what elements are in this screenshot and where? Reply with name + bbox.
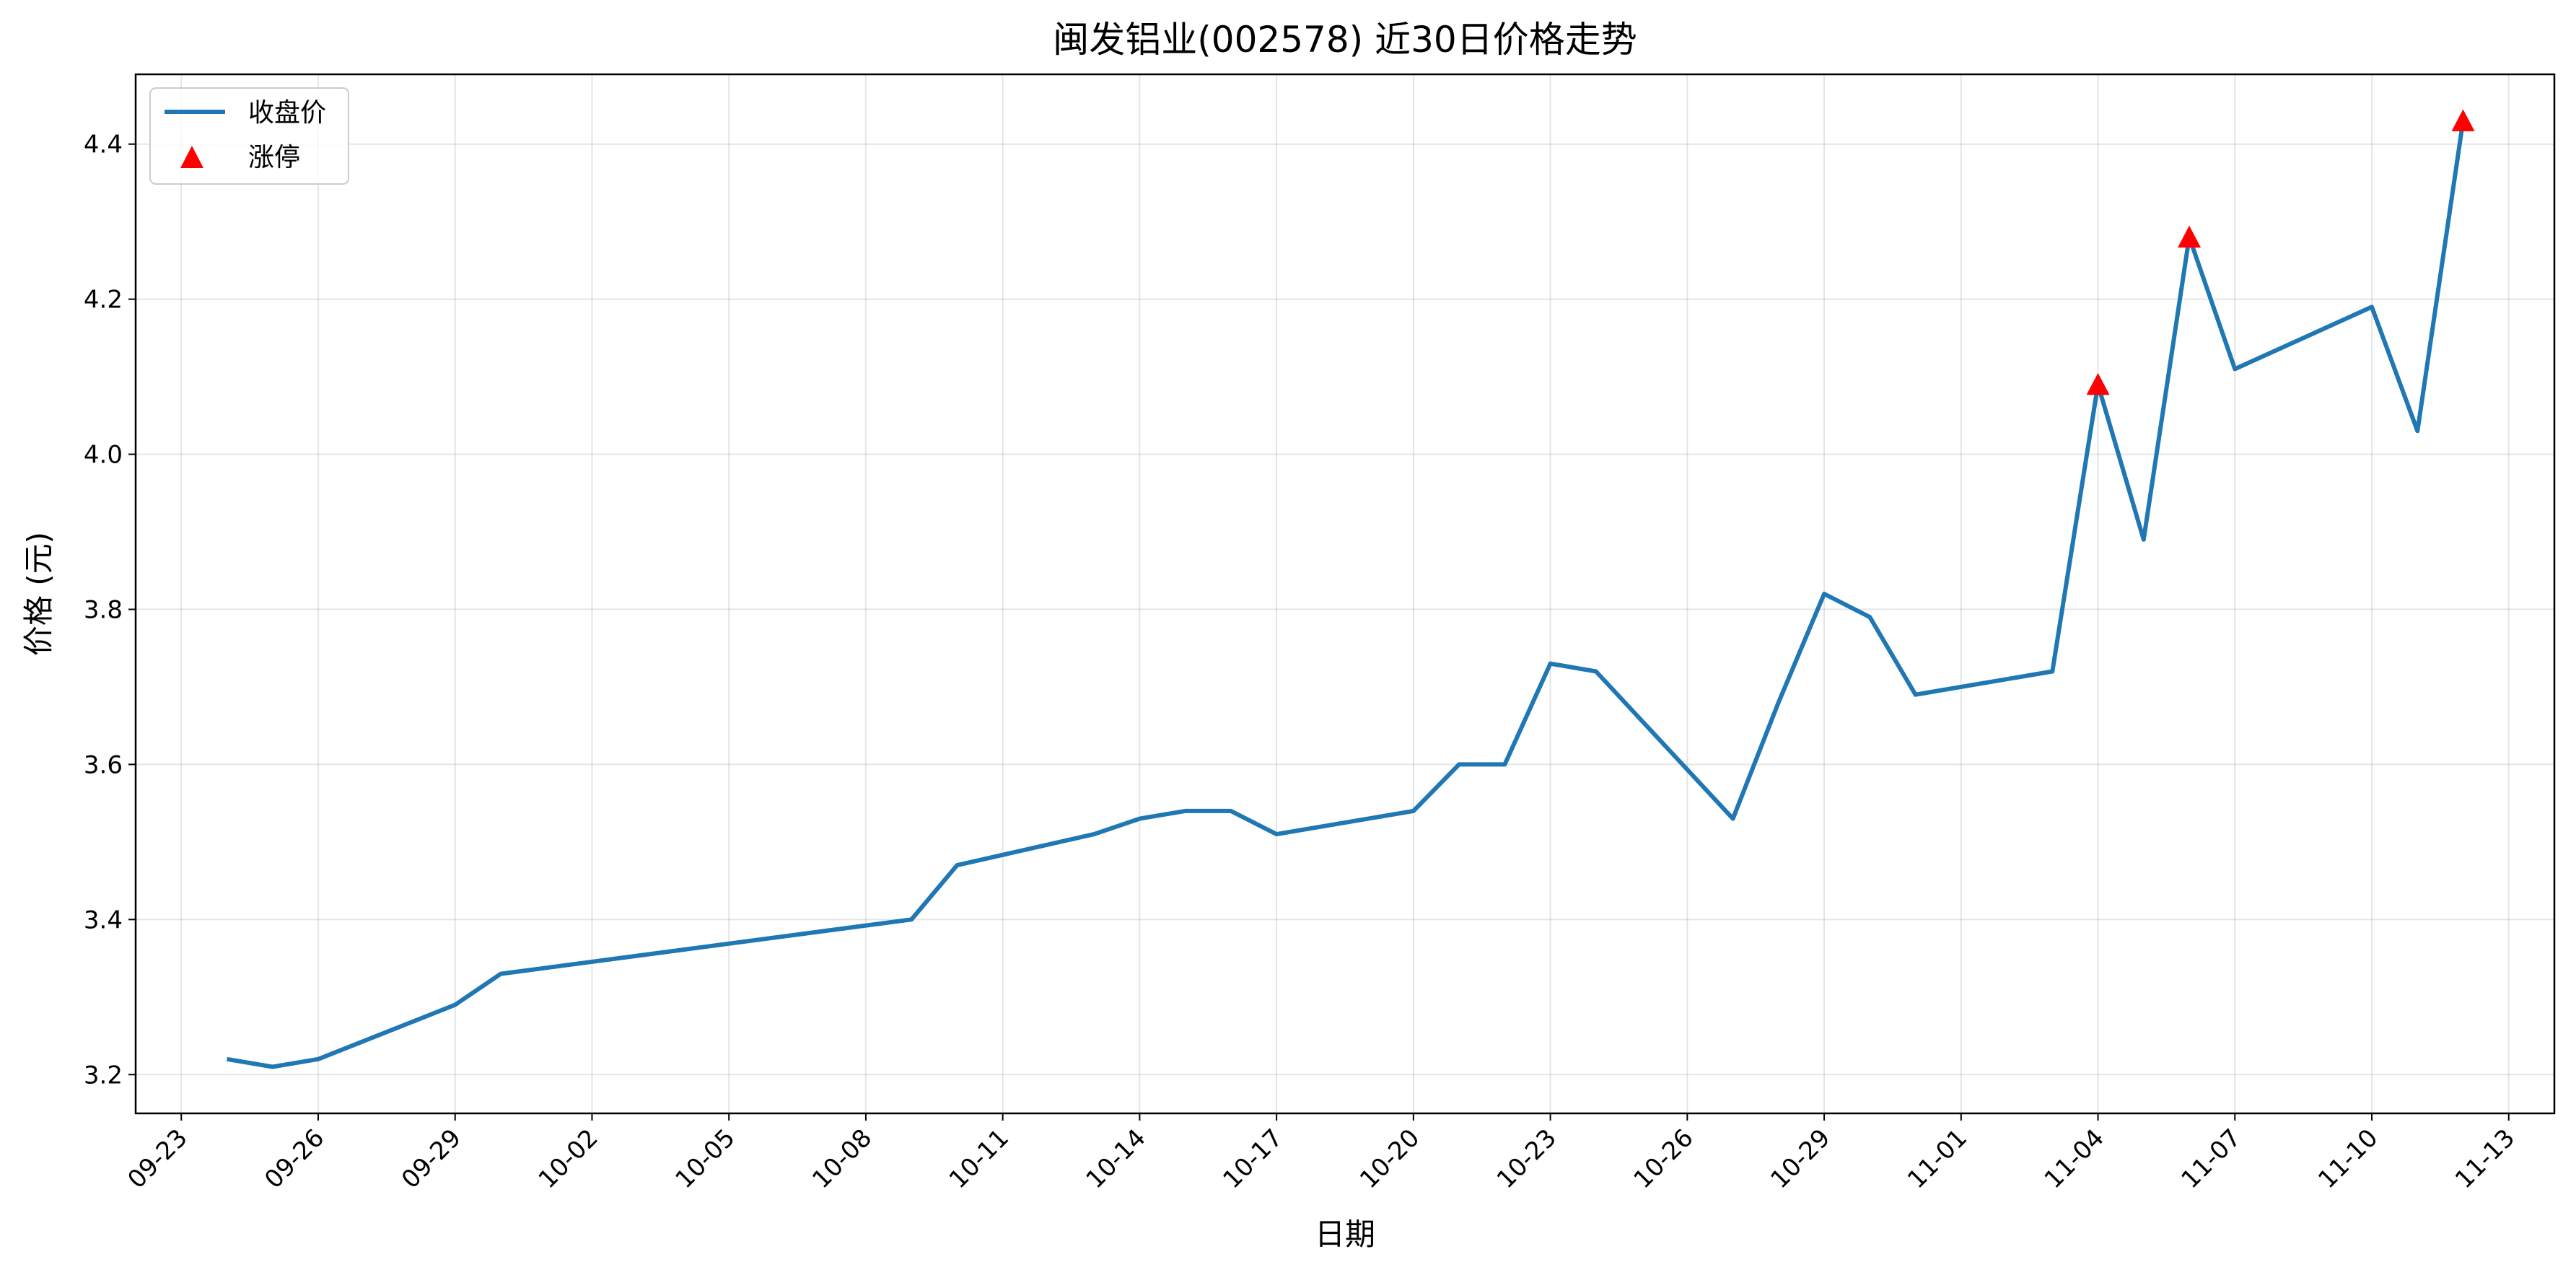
close-price-point bbox=[1092, 832, 1096, 836]
limit-up-marker bbox=[2178, 225, 2202, 248]
close-price-point bbox=[1594, 669, 1598, 673]
close-price-point bbox=[2050, 669, 2054, 673]
close-price-point bbox=[2415, 429, 2419, 433]
close-price-point bbox=[2370, 304, 2374, 309]
close-price-point bbox=[1548, 662, 1553, 666]
plot-frame bbox=[134, 73, 2556, 1115]
legend: 收盘价 涨停 bbox=[149, 87, 349, 185]
close-price-point bbox=[316, 1057, 320, 1061]
close-price-point bbox=[453, 1003, 457, 1007]
series-layer bbox=[224, 109, 2475, 1069]
close-price-point bbox=[1914, 693, 1918, 697]
close-price-point bbox=[1411, 809, 1416, 813]
close-price-point bbox=[909, 917, 914, 921]
close-price-point bbox=[1777, 700, 1781, 704]
close-price-point bbox=[499, 972, 503, 976]
chart-title: 闽发铝业(002578) 近30日价格走势 bbox=[1053, 19, 1637, 61]
close-price-point bbox=[1137, 817, 1142, 821]
close-price-point bbox=[1274, 832, 1279, 836]
y-tick-label: 4.0 bbox=[84, 441, 123, 470]
y-tick-label: 3.6 bbox=[84, 750, 123, 779]
close-price-point bbox=[271, 1065, 275, 1069]
close-price-point bbox=[1822, 592, 1826, 596]
limit-up-marker bbox=[2451, 109, 2475, 131]
y-tick-label: 4.2 bbox=[84, 286, 123, 315]
close-price-point bbox=[2142, 538, 2146, 542]
legend-label-close: 收盘价 bbox=[248, 98, 326, 128]
close-price-point bbox=[2233, 367, 2237, 371]
close-price-point bbox=[1731, 817, 1735, 821]
y-tick-label: 3.2 bbox=[84, 1061, 123, 1090]
y-axis-title: 价格 (元) bbox=[21, 532, 56, 656]
grid-layer bbox=[136, 74, 2554, 1113]
close-price-point bbox=[1183, 809, 1188, 813]
legend-triangle-swatch bbox=[180, 146, 203, 168]
close-price-point bbox=[1867, 615, 1872, 619]
close-price-point bbox=[224, 1057, 229, 1061]
close-price-point bbox=[1229, 809, 1233, 813]
y-tick-label: 3.4 bbox=[84, 906, 123, 934]
close-price-line bbox=[226, 121, 2466, 1069]
close-price-point bbox=[955, 863, 959, 867]
limit-up-marker bbox=[2086, 372, 2110, 395]
close-price-point bbox=[1502, 762, 1507, 766]
y-tick-label: 4.4 bbox=[84, 131, 123, 159]
y-tick-label: 3.8 bbox=[84, 595, 123, 624]
x-axis-title: 日期 bbox=[1315, 1217, 1375, 1252]
legend-label-limit-up: 涨停 bbox=[248, 143, 300, 172]
close-price-point bbox=[1457, 762, 1461, 766]
